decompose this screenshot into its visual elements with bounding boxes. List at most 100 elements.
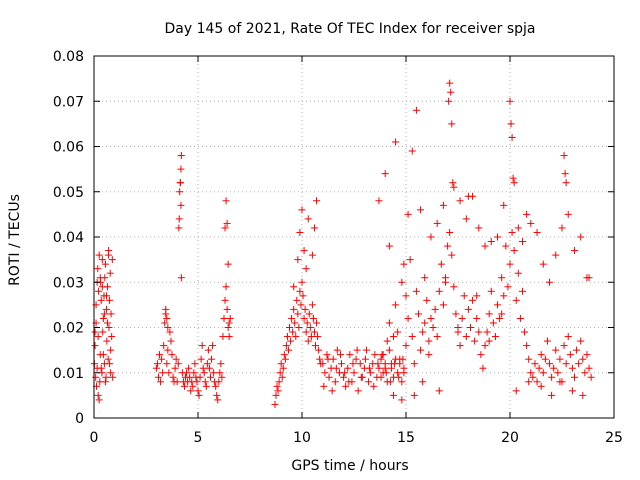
data-point (552, 346, 560, 354)
data-point (98, 283, 106, 291)
data-point (98, 256, 106, 264)
data-point (200, 369, 208, 377)
data-point (452, 310, 460, 318)
data-point (583, 351, 591, 359)
y-tick-label: 0 (75, 411, 84, 427)
data-point (222, 197, 230, 205)
data-point (196, 373, 204, 381)
data-point (320, 382, 328, 390)
data-point (392, 301, 400, 309)
data-point (357, 373, 365, 381)
data-point (575, 360, 583, 368)
data-point (552, 251, 560, 259)
data-point (392, 138, 400, 146)
data-point (164, 324, 172, 331)
data-point (577, 337, 585, 345)
data-point (491, 333, 499, 341)
data-point (175, 224, 183, 232)
data-point (290, 305, 298, 313)
data-point (353, 346, 361, 354)
data-point (175, 215, 183, 223)
data-point (562, 360, 570, 368)
chart-title: Day 145 of 2021, Rate Of TEC Index for r… (164, 21, 535, 37)
data-point (404, 210, 412, 218)
data-point (585, 274, 593, 282)
data-point (101, 260, 109, 268)
data-point (226, 314, 234, 322)
data-point (298, 278, 306, 286)
data-point (293, 296, 301, 304)
data-point (219, 333, 227, 341)
data-point (485, 337, 493, 345)
data-point (370, 382, 378, 390)
data-point (464, 305, 472, 313)
data-point (166, 328, 174, 336)
data-point (102, 373, 110, 381)
data-point (516, 314, 524, 322)
data-point (220, 314, 228, 322)
data-point (300, 247, 308, 255)
data-point (336, 351, 344, 359)
data-point (445, 97, 453, 105)
data-point (176, 179, 184, 187)
data-point (302, 265, 310, 273)
data-point (423, 296, 431, 304)
data-point (216, 369, 224, 377)
data-point (354, 387, 362, 395)
data-point (537, 382, 545, 390)
data-point (554, 369, 562, 377)
data-point (514, 269, 522, 277)
data-point (579, 391, 587, 399)
data-point (294, 256, 302, 264)
data-point (298, 206, 306, 214)
data-point (371, 351, 379, 359)
data-point (287, 337, 295, 345)
data-point (431, 305, 439, 313)
data-point (344, 364, 352, 372)
data-point (169, 373, 177, 381)
data-point (487, 287, 495, 295)
data-point (206, 373, 214, 381)
data-point (562, 179, 570, 187)
data-point (508, 133, 516, 141)
data-point (106, 269, 114, 277)
data-point (304, 337, 312, 345)
data-point (435, 387, 443, 395)
data-point (527, 219, 535, 227)
data-point (377, 355, 385, 363)
data-point (518, 287, 526, 295)
data-point (157, 378, 165, 386)
data-point (171, 364, 179, 372)
data-point (156, 351, 164, 359)
data-point (570, 373, 578, 381)
data-point (349, 360, 357, 368)
data-point (177, 165, 185, 173)
data-point (400, 260, 408, 268)
data-point (160, 342, 168, 350)
data-point (176, 188, 184, 196)
data-point (500, 292, 508, 300)
data-point (303, 319, 311, 327)
data-point (587, 373, 595, 381)
data-point (195, 391, 203, 399)
data-point (387, 360, 395, 368)
data-point (419, 328, 427, 336)
data-point (203, 360, 211, 368)
x-tick-labels: 0 5 10 15 20 25 (90, 430, 623, 446)
data-point (406, 256, 414, 264)
data-point (556, 355, 564, 363)
data-point (291, 319, 299, 327)
data-point (404, 314, 412, 322)
data-point (278, 373, 286, 381)
data-point (341, 369, 349, 377)
data-point (321, 369, 329, 377)
data-point (377, 373, 385, 381)
data-point (296, 287, 304, 295)
data-point (577, 233, 585, 241)
data-point (99, 351, 107, 359)
data-point (164, 346, 172, 354)
data-point (174, 360, 182, 368)
data-point (180, 382, 188, 390)
